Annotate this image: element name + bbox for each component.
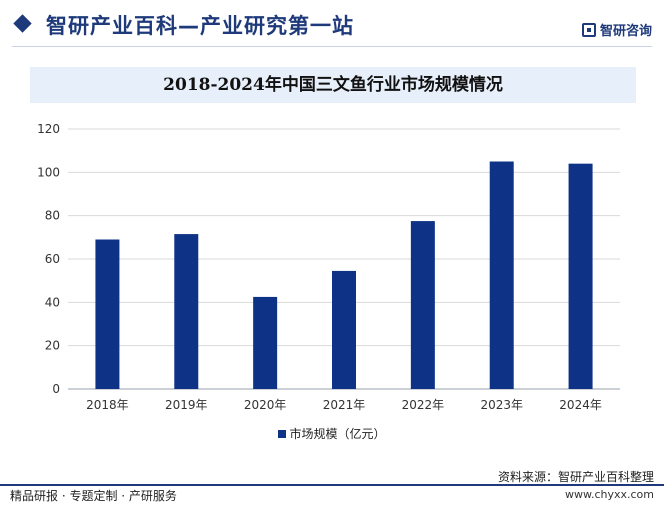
x-tick-label: 2024年 (559, 398, 602, 412)
chart-title: 2018-2024年中国三文鱼行业市场规模情况 (163, 75, 503, 95)
bar (253, 296, 278, 389)
chart-title-bar: 2018-2024年中国三文鱼行业市场规模情况 (30, 67, 636, 103)
x-tick-label: 2018年 (86, 398, 129, 412)
bar (410, 221, 435, 389)
y-tick-label: 20 (45, 339, 60, 353)
y-tick-label: 80 (45, 209, 60, 223)
brand-logo[interactable]: 智研咨询 (581, 20, 652, 39)
logo-icon (581, 22, 596, 37)
bar (332, 270, 356, 389)
bar (489, 161, 514, 389)
x-tick-label: 2021年 (323, 398, 366, 412)
y-tick-label: 120 (37, 122, 60, 136)
header: 智研产业百科—产业研究第一站 智研咨询 (0, 0, 664, 48)
y-tick-label: 100 (37, 165, 60, 179)
legend: 市场规模（亿元） (0, 425, 664, 442)
legend-swatch (278, 429, 287, 438)
x-tick-label: 2020年 (244, 398, 287, 412)
source-note: 资料来源：智研产业百科整理 (497, 470, 654, 484)
legend-label: 市场规模（亿元） (289, 427, 386, 441)
x-tick-label: 2023年 (480, 398, 523, 412)
y-tick-label: 40 (45, 295, 60, 309)
y-tick-label: 0 (52, 382, 60, 396)
y-tick-label: 60 (45, 252, 60, 266)
x-tick-label: 2019年 (165, 398, 208, 412)
footer-url[interactable]: www.chyxx.com (564, 488, 654, 501)
logo-text: 智研咨询 (599, 24, 652, 39)
footer-services: 精品研报 · 专题定制 · 产研服务 (10, 489, 177, 503)
site-title: 智研产业百科—产业研究第一站 (46, 14, 354, 38)
bar (174, 234, 199, 389)
header-divider (12, 46, 652, 47)
bar (568, 163, 593, 389)
footer-divider (0, 484, 664, 486)
x-tick-label: 2022年 (402, 398, 445, 412)
bar (95, 239, 120, 389)
